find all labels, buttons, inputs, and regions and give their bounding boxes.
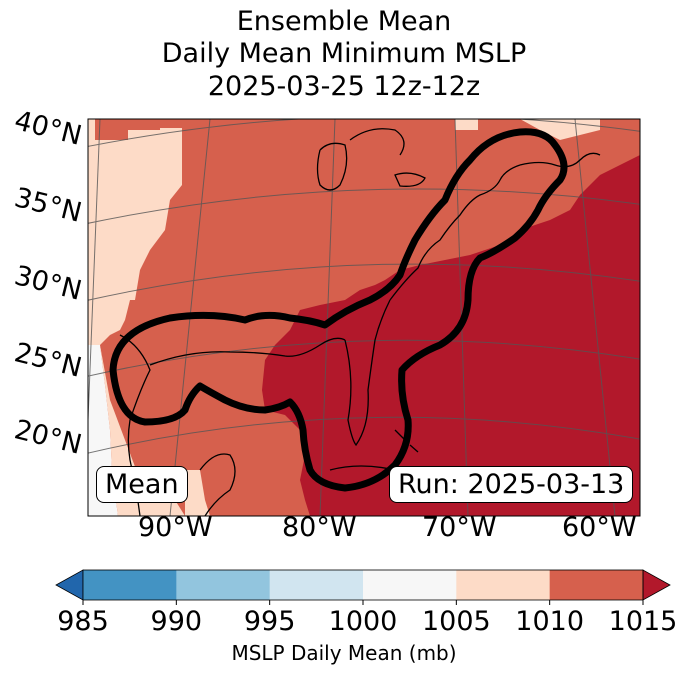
coast-gulf-north — [149, 337, 346, 366]
grid-lon-100 — [88, 119, 101, 421]
title-line-1: Ensemble Mean — [236, 6, 452, 37]
coastlines — [119, 128, 601, 516]
title-line-3: 2025-03-25 12z-12z — [207, 71, 481, 102]
colorbar-segment — [549, 570, 644, 600]
colorbar-tick-label: 995 — [243, 606, 296, 637]
field-1005-1010-sw — [185, 470, 210, 516]
field-1005-1010-ne — [455, 119, 478, 130]
lon-label-60w: 60°W — [562, 512, 637, 543]
grid-lat-30 — [88, 263, 640, 301]
grid-lon-80 — [319, 119, 336, 516]
coast-great-lakes — [316, 128, 426, 191]
map-frame — [87, 118, 641, 517]
threshold-contour — [109, 128, 568, 492]
colorbar-segment — [363, 570, 457, 600]
grid-lon-60 — [574, 119, 616, 516]
coast-ne — [519, 152, 601, 168]
coast-florida — [344, 299, 391, 447]
run-label-box: Run: 2025-03-13 — [389, 466, 634, 503]
lon-label-90w: 90°W — [138, 512, 213, 543]
lon-label-70w: 70°W — [422, 512, 497, 543]
grid-lat-35 — [88, 188, 640, 224]
colorbar-tick-label: 1000 — [328, 606, 398, 637]
field-1005-1010-west — [88, 119, 182, 345]
colorbar-tick-label: 985 — [57, 606, 109, 637]
coast-gulf — [119, 334, 151, 516]
graticule — [88, 119, 640, 516]
colorbar-segment — [83, 570, 177, 600]
coast-east — [389, 164, 521, 301]
title-line-2: Daily Mean Minimum MSLP — [161, 38, 527, 69]
colorbar-tick-label: 1015 — [608, 606, 678, 637]
mean-label-box: Mean — [96, 466, 188, 503]
colorbar-tick-label: 1005 — [421, 606, 491, 637]
colorbar-extend-high — [642, 569, 671, 601]
lon-label-80w: 80°W — [282, 512, 357, 543]
grid-lat-40 — [88, 119, 640, 147]
colorbar-label: MSLP Daily Mean (mb) — [231, 641, 457, 665]
coast-yucatan — [199, 453, 236, 516]
colorbar-segment — [456, 570, 551, 600]
colorbar-tick-label: 990 — [150, 606, 203, 637]
colorbar-segment — [269, 570, 364, 600]
grid-lat-20 — [88, 416, 640, 454]
colorbar-tick-label: 1010 — [515, 606, 585, 637]
coast-bahamas — [394, 429, 419, 453]
colorbar-extend-low — [55, 569, 84, 601]
colorbar-segment — [176, 570, 271, 600]
